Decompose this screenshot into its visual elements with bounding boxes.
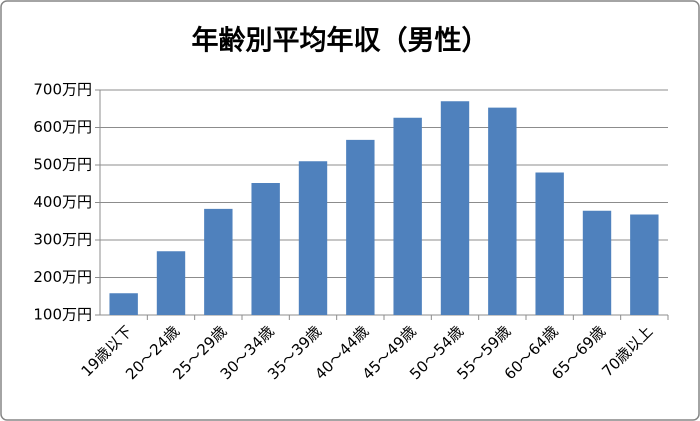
y-tick-label: 500万円	[33, 156, 92, 174]
y-tick-label: 600万円	[33, 118, 92, 136]
bar	[204, 208, 233, 315]
y-tick-label: 300万円	[33, 231, 92, 249]
chart-title: 年齢別平均年収（男性）	[192, 25, 489, 57]
bar	[251, 183, 280, 315]
bar	[393, 117, 422, 315]
bar	[535, 172, 564, 315]
y-tick-label: 400万円	[33, 193, 92, 211]
bar	[440, 101, 470, 315]
y-tick-label: 700万円	[33, 81, 92, 99]
bar	[346, 139, 375, 315]
bar	[582, 210, 612, 315]
bar	[298, 161, 328, 315]
bar	[156, 251, 186, 315]
y-tick-label: 200万円	[33, 268, 92, 286]
bar	[109, 293, 138, 315]
bar	[488, 107, 517, 315]
bar	[630, 214, 659, 315]
y-tick-label: 100万円	[33, 306, 92, 324]
